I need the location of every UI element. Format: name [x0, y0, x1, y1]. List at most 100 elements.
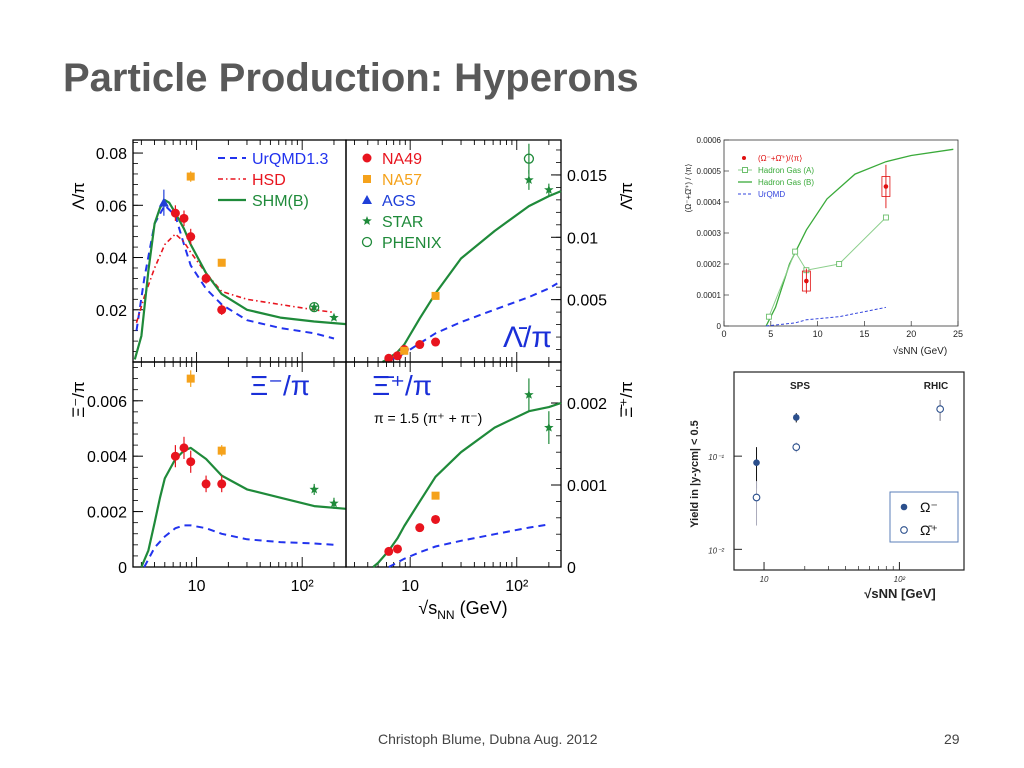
- phenix-point: [523, 153, 535, 164]
- omega-systematic-box: [881, 176, 891, 197]
- na49-point: [392, 544, 402, 554]
- na49-point: [179, 213, 189, 223]
- na57-point: [400, 346, 409, 355]
- na49-point: [415, 340, 425, 350]
- na57-point: [186, 374, 195, 383]
- y-tick-label: 0.08: [96, 146, 127, 163]
- na57-point: [431, 291, 440, 300]
- xi-pi-annotation: Ξ⁻/π: [250, 370, 310, 401]
- na49-point: [186, 232, 196, 242]
- x-axis-label: √sNN (GeV): [893, 345, 947, 357]
- legend-marker-star: [362, 216, 372, 225]
- na49-point: [217, 305, 227, 315]
- urqmd1-3-curve: [135, 204, 335, 340]
- y-tick-label: 0.02: [96, 303, 127, 320]
- y-tick-label: 0.04: [96, 251, 127, 268]
- legend-label-urqmd1-3: UrQMD1.3: [252, 151, 329, 168]
- sps-label: SPS: [790, 381, 810, 392]
- panel-frame: [132, 139, 347, 363]
- y-tick-label: 0: [567, 560, 576, 577]
- xi-pi-panel: 0 0.002 0.004 0.006 10 10² Ξ⁻/π Ξ⁻/π: [69, 361, 347, 595]
- legend-label-shm-b: SHM(B): [252, 193, 309, 210]
- x-tick-label: 10: [401, 578, 419, 595]
- antilambda-pi-panel: 0.005 0.01 0.015 Λ̄/π NA49 NA57 AGS STAR PHENIX Λ…: [345, 139, 636, 363]
- na49-point: [217, 479, 227, 489]
- shm-b-curve: [372, 401, 562, 568]
- hadron-gas-a-point: [882, 214, 889, 221]
- legend-label: Hadron Gas (B): [758, 178, 814, 187]
- na57-point: [217, 258, 226, 267]
- x-tick-label: 5: [768, 329, 773, 339]
- legend-marker-ags: [362, 195, 372, 204]
- na49-point: [170, 451, 180, 461]
- y-axis-label: (Ω⁻+Ω̄⁺) / ⟨π⟩: [684, 164, 693, 213]
- pion-definition-note: π = 1.5 (π⁺ + π⁻): [374, 410, 482, 426]
- x-tick-label: 25: [953, 329, 963, 339]
- hsd-curve: [135, 233, 335, 324]
- y-axis-label: Λ̄/π: [617, 182, 636, 210]
- legend-marker-phenix: [361, 236, 373, 248]
- na49-point: [170, 208, 180, 218]
- na49-point: [384, 546, 394, 556]
- legend-marker-na49: [362, 153, 372, 163]
- yield-plot-frame: [733, 371, 965, 571]
- y-tick-label: 0.004: [87, 449, 127, 466]
- legend-label-ags: AGS: [382, 193, 416, 210]
- y-tick-label: 0.002: [567, 396, 607, 413]
- na49-point: [179, 443, 189, 453]
- phenix-point: [309, 302, 320, 313]
- y-axis-label: Ξ⁻/π: [69, 381, 88, 417]
- hadron-gas-a-curve: [768, 217, 887, 317]
- x-tick-label: 10: [188, 578, 206, 595]
- na57-point: [186, 172, 195, 181]
- legend-label-hsd: HSD: [252, 172, 286, 189]
- na49-point: [392, 351, 402, 361]
- shm-b-curve: [133, 199, 347, 360]
- x-tick-label: 10: [813, 329, 823, 339]
- star-point: [329, 312, 339, 322]
- legend-label: UrQMD: [758, 190, 785, 199]
- omega-legend: (Ω⁻+Ω̄⁺)/⟨π⟩ Hadron Gas (A) Hadron Gas (B)…: [738, 154, 814, 199]
- na49-point: [431, 337, 441, 347]
- legend-label-omega-minus: Ω⁻: [920, 499, 938, 515]
- legend-box: [889, 491, 959, 543]
- y-tick-label: 0.0003: [697, 229, 722, 238]
- star-point: [329, 498, 339, 508]
- legend-label-phenix: PHENIX: [382, 235, 442, 252]
- omega-point: [804, 278, 809, 284]
- omega-plus-point: [936, 405, 945, 413]
- legend-label-na49: NA49: [382, 151, 422, 168]
- slide-title: Particle Production: Hyperons: [63, 56, 639, 100]
- legend-label-na57: NA57: [382, 172, 422, 189]
- shm-b-curve: [140, 446, 347, 568]
- na49-point: [186, 457, 196, 467]
- slide-footer: Christoph Blume, Dubna Aug. 2012: [378, 731, 598, 747]
- star-point: [524, 389, 534, 399]
- omega-plus-point: [792, 443, 801, 451]
- y-tick-label: 0.06: [96, 198, 127, 215]
- legend-marker-omega-data: [742, 156, 746, 160]
- y-tick-label: 0.0006: [697, 136, 722, 145]
- na49-point: [415, 523, 425, 533]
- legend-label: Hadron Gas (A): [758, 166, 814, 175]
- y-tick-label: 0.0005: [697, 167, 722, 176]
- hadron-gas-a-point: [765, 313, 772, 320]
- legend-label-omega-plus: Ω̄⁺: [920, 522, 938, 538]
- star-point: [544, 422, 554, 432]
- y-tick-label: 0.006: [87, 394, 127, 411]
- lambda-pi-panel: 0.02 0.04 0.06 0.08 Λ/π UrQMD1.3 HSD SHM(B): [69, 139, 347, 363]
- hadron-gas-a-point: [792, 248, 799, 255]
- star-point: [544, 184, 554, 194]
- y-tick-label: 10⁻²: [708, 546, 724, 555]
- y-tick-label: 0: [118, 560, 127, 577]
- legend-marker-hadron-gas-a: [742, 167, 748, 173]
- yield-legend: Ω⁻ Ω̄⁺: [889, 491, 959, 543]
- na57-point: [217, 446, 226, 455]
- legend-marker-omega-minus: [900, 503, 908, 511]
- x-tick-label: 10²: [505, 578, 529, 595]
- hadron-gas-b-curve: [765, 148, 954, 327]
- y-tick-label: 0.0001: [697, 291, 722, 300]
- y-tick-label: 0.015: [567, 168, 607, 185]
- panel-frame: [345, 361, 562, 568]
